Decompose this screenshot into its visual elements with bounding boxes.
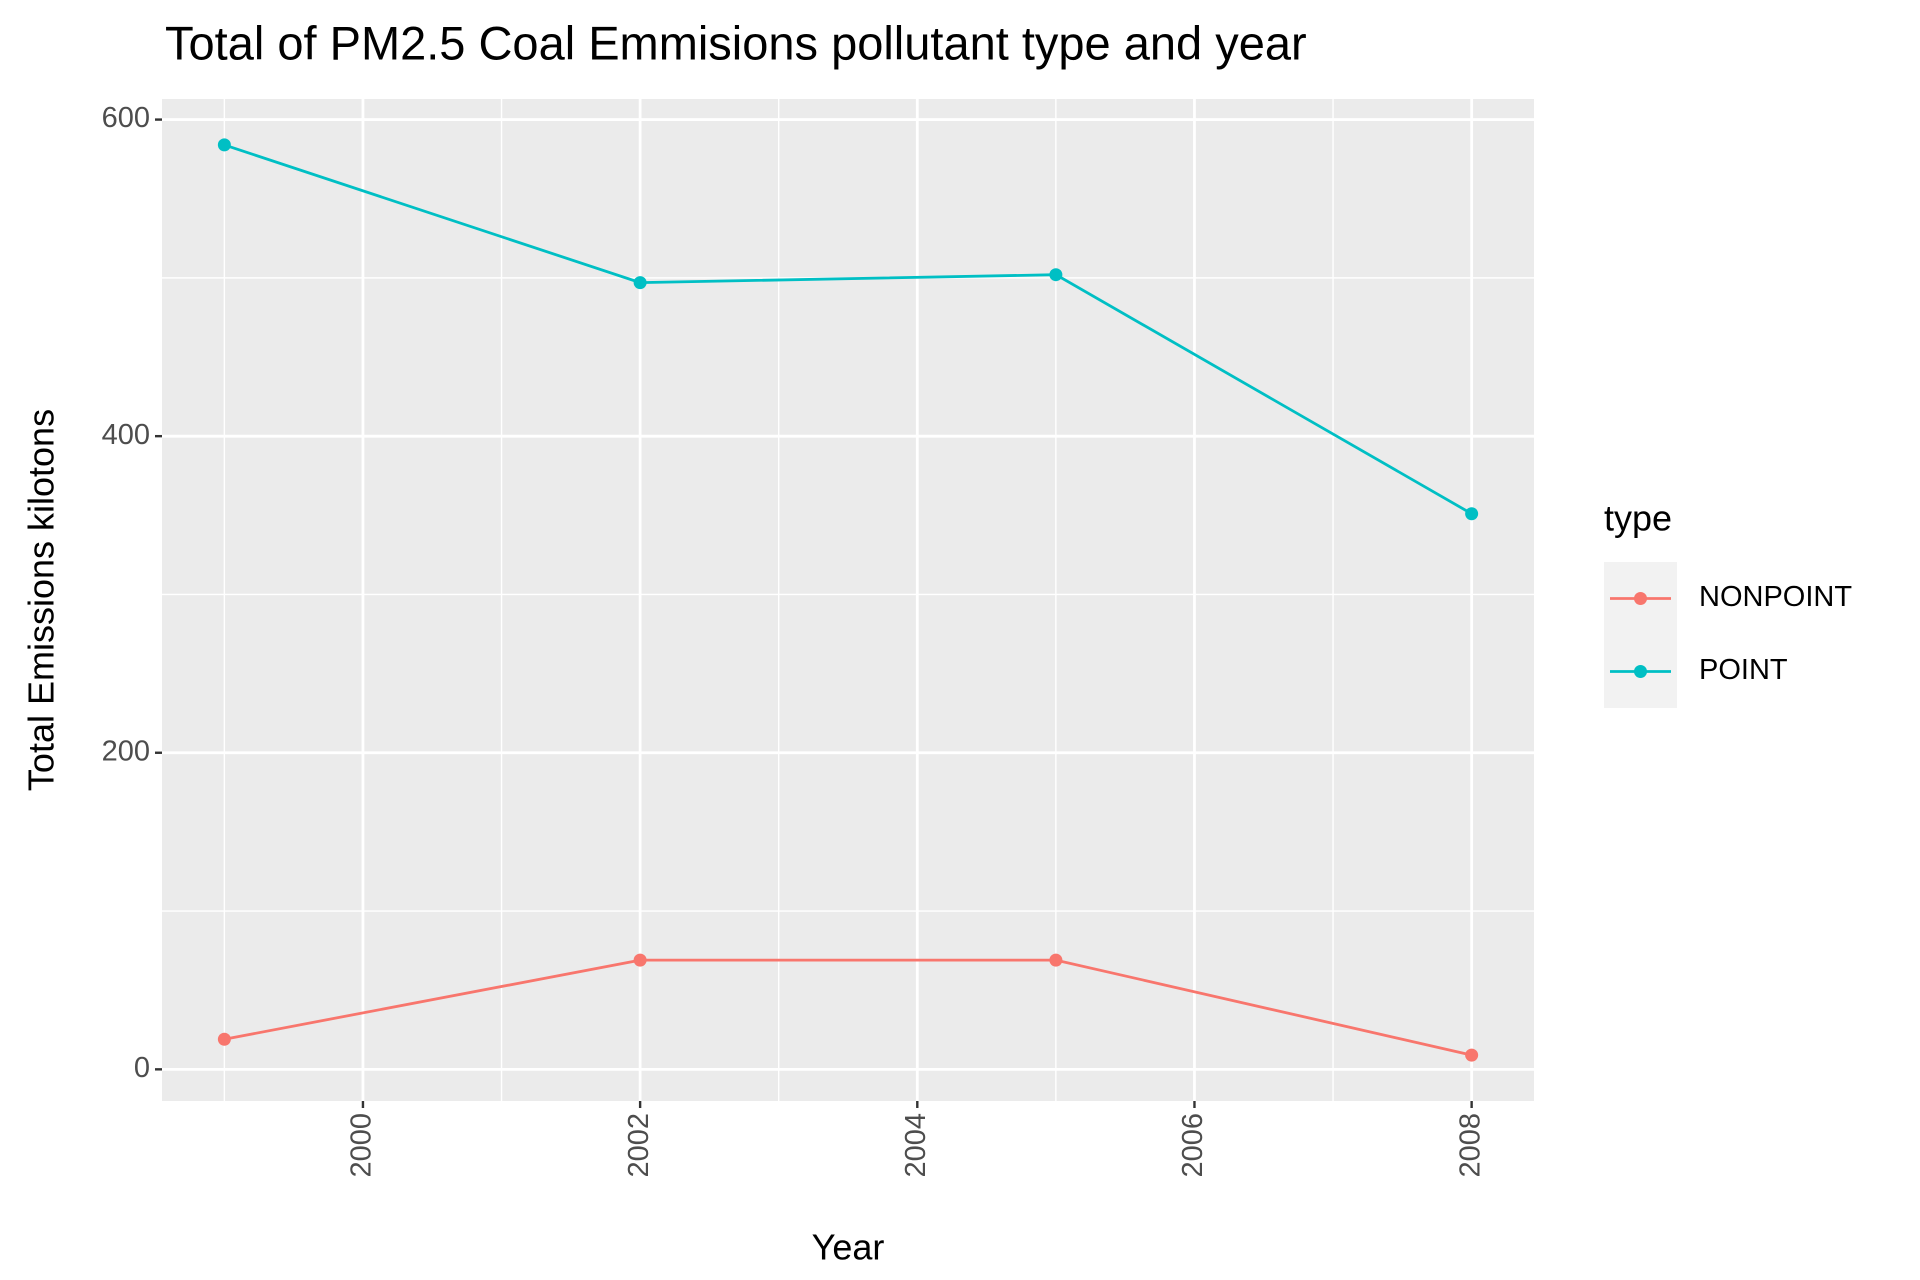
data-point — [217, 1032, 231, 1046]
legend-key-background — [1604, 562, 1677, 708]
series-line — [224, 958, 1472, 1057]
data-point — [1465, 507, 1479, 521]
x-tick-label: 2002 — [623, 1113, 655, 1178]
data-point — [633, 953, 647, 967]
legend-point — [1634, 592, 1647, 605]
y-tick-label: 400 — [102, 419, 150, 451]
x-tick-label: 2000 — [346, 1113, 378, 1178]
legend-title: type — [1604, 498, 1672, 539]
plot-panel — [162, 99, 1534, 1101]
x-tick-label: 2008 — [1454, 1113, 1486, 1178]
legend-point — [1634, 665, 1647, 678]
y-axis-title: Total Emissions kilotons — [21, 409, 62, 791]
y-tick-label: 600 — [102, 102, 150, 134]
data-point — [1465, 1048, 1479, 1062]
data-point — [1049, 268, 1063, 282]
series-line — [223, 143, 1473, 515]
data-point — [1049, 953, 1063, 967]
x-tick-label: 2004 — [900, 1113, 932, 1178]
chart-title: Total of PM2.5 Coal Emmisions pollutant … — [165, 16, 1307, 69]
x-tick-label: 2006 — [1177, 1113, 1209, 1178]
x-axis-title: Year — [812, 1227, 885, 1268]
legend-label: POINT — [1699, 654, 1788, 686]
data-point — [217, 138, 231, 152]
y-tick-label: 200 — [102, 735, 150, 767]
data-point — [633, 276, 647, 290]
y-tick-label: 0 — [134, 1052, 150, 1084]
legend-label: NONPOINT — [1699, 581, 1852, 613]
